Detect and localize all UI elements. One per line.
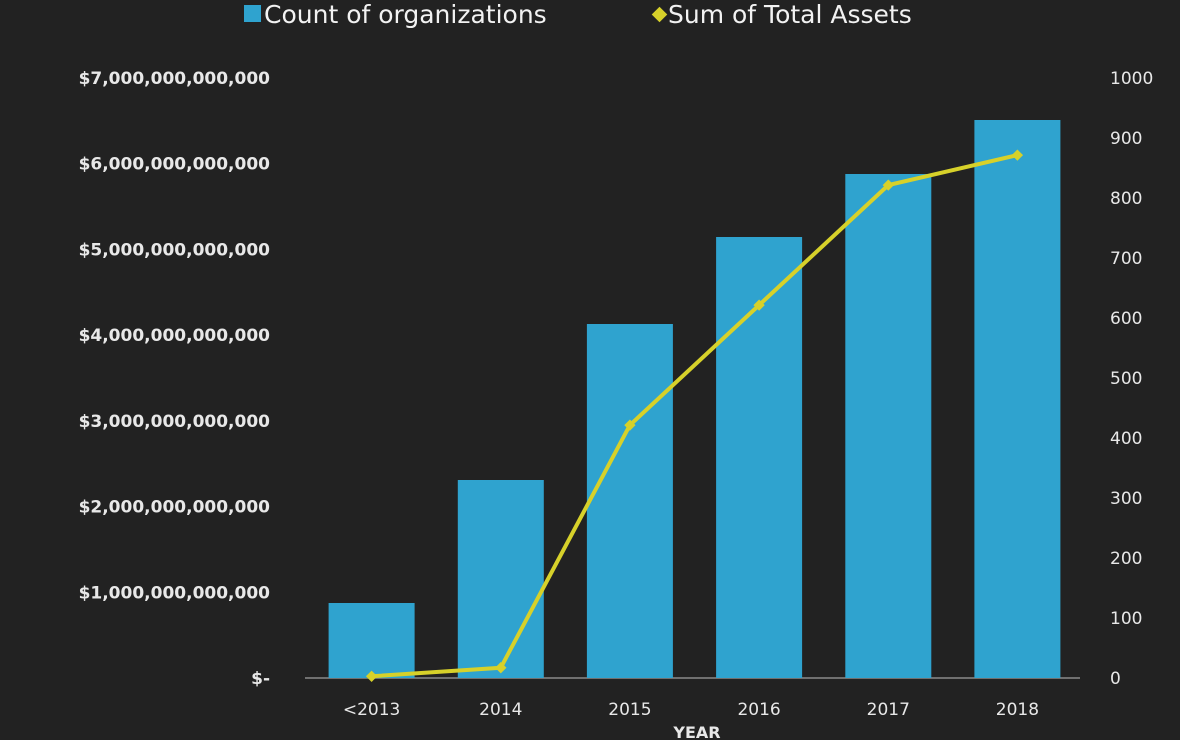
right-axis-ticks: 0 100 200 300 400 500 600 700 800 900 1000	[1110, 69, 1153, 689]
right-tick-6: 600	[1110, 309, 1142, 329]
bar-count-5	[974, 120, 1061, 678]
x-tick-4: 2017	[867, 700, 910, 720]
right-tick-4: 400	[1110, 429, 1142, 449]
x-tick-3: 2016	[737, 700, 780, 720]
left-tick-1: $1,000,000,000,000	[79, 583, 271, 603]
assets-line-path	[371, 153, 1018, 679]
left-tick-4: $4,000,000,000,000	[79, 326, 271, 346]
right-tick-8: 800	[1110, 189, 1142, 209]
left-axis-ticks: $- $1,000,000,000,000 $2,000,000,000,000 $3…	[79, 69, 271, 689]
legend-marker-assets	[651, 6, 668, 23]
x-tick-0: <2013	[343, 700, 401, 720]
right-tick-7: 700	[1110, 249, 1142, 269]
assets-line	[365, 149, 1024, 682]
x-axis-ticks: <2013 2014 2015 2016 2017 2018	[343, 700, 1039, 720]
assets-point-2	[624, 419, 636, 431]
x-tick-1: 2014	[479, 700, 522, 720]
left-tick-5: $5,000,000,000,000	[79, 240, 271, 260]
bar-count-0	[328, 603, 415, 678]
right-tick-5: 500	[1110, 369, 1142, 389]
left-tick-3: $3,000,000,000,000	[79, 412, 271, 432]
right-tick-3: 300	[1110, 489, 1142, 509]
bar-count-1	[457, 480, 544, 678]
legend-label-count: Count of organizations	[264, 0, 547, 29]
legend-label-assets: Sum of Total Assets	[668, 0, 912, 29]
assets-point-3	[753, 299, 765, 311]
assets-point-0	[365, 670, 378, 682]
x-tick-2: 2015	[608, 700, 651, 720]
right-tick-0: 0	[1110, 669, 1121, 689]
legend: Count of organizations Sum of Total Asse…	[244, 0, 912, 29]
x-axis-title: YEAR	[672, 723, 720, 740]
assets-point-4	[882, 179, 894, 191]
assets-point-5	[1011, 149, 1024, 161]
bar-count-2	[586, 324, 673, 678]
left-tick-6: $6,000,000,000,000	[79, 155, 271, 175]
left-tick-7: $7,000,000,000,000	[79, 69, 271, 89]
right-tick-9: 900	[1110, 129, 1142, 149]
right-tick-10: 1000	[1110, 69, 1153, 89]
left-tick-2: $2,000,000,000,000	[79, 498, 271, 518]
assets-point-1	[495, 662, 507, 674]
right-tick-1: 100	[1110, 609, 1142, 629]
legend-marker-count	[244, 5, 261, 22]
bars	[328, 120, 1061, 678]
left-tick-0: $-	[251, 669, 270, 689]
right-tick-2: 200	[1110, 549, 1142, 569]
bar-count-4	[845, 174, 932, 678]
x-tick-5: 2018	[996, 700, 1039, 720]
